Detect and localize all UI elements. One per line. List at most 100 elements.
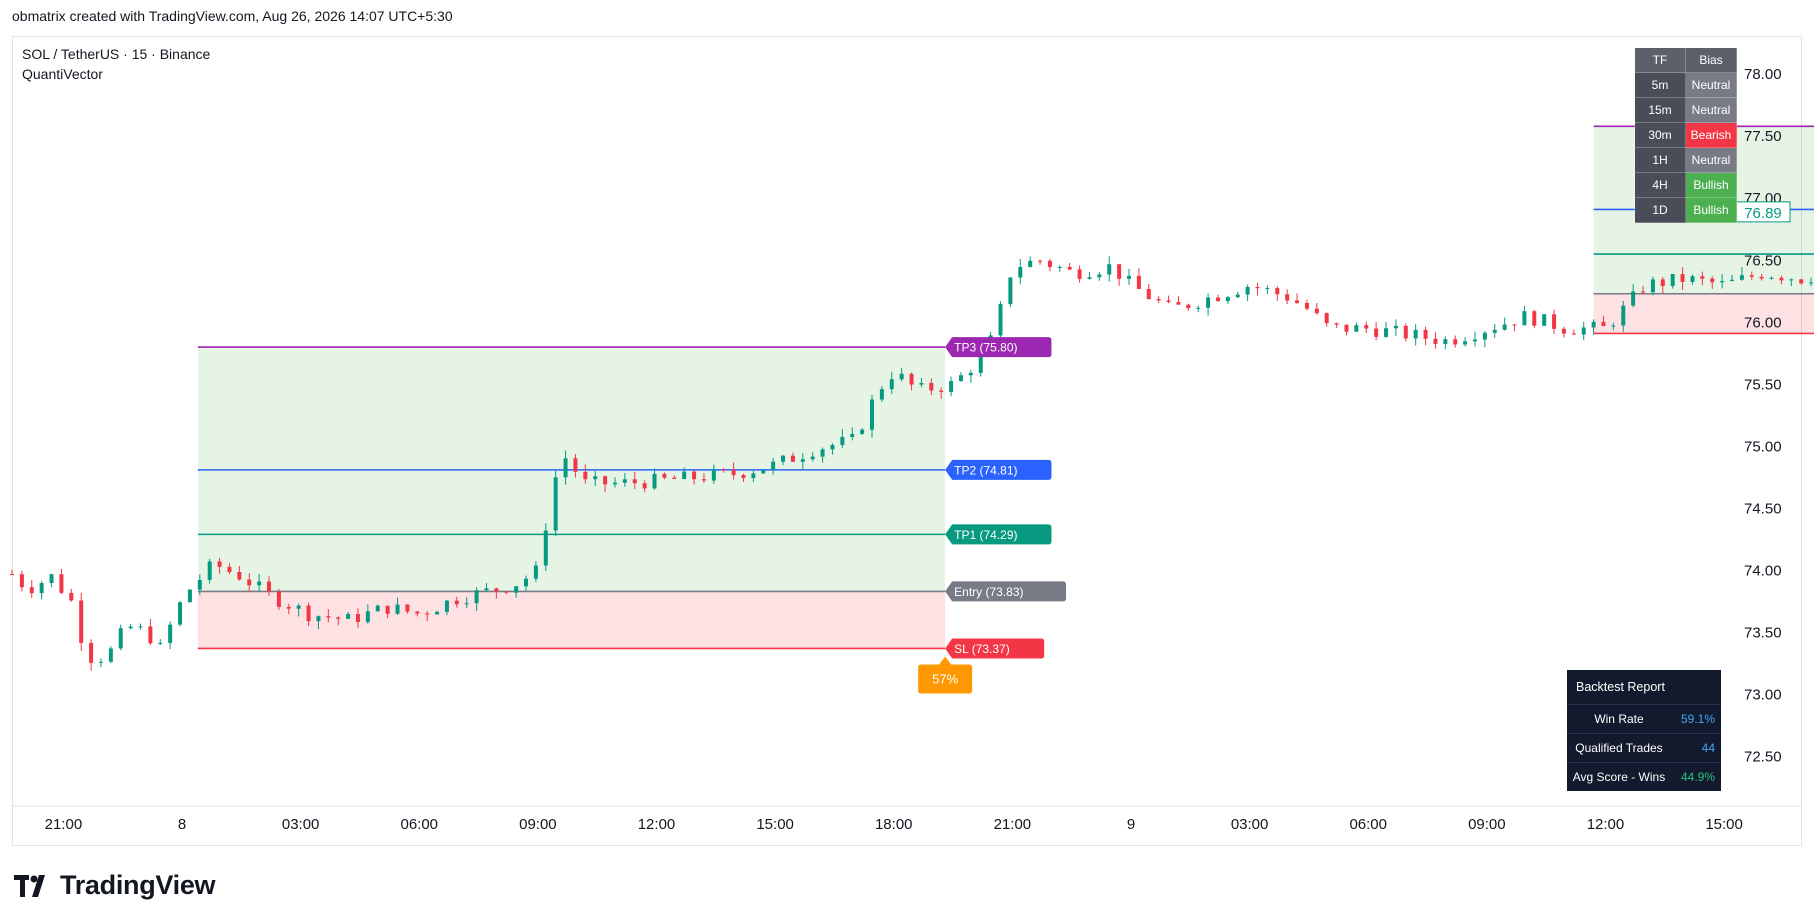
tf-cell: 4H [1634, 172, 1686, 198]
tf-cell: 1D [1634, 197, 1686, 223]
bias-cell: Neutral [1685, 97, 1737, 123]
candle [751, 470, 756, 483]
candle [1443, 336, 1448, 350]
candle [583, 464, 588, 484]
tf-cell: 1H [1634, 147, 1686, 173]
candle-body [781, 455, 786, 462]
candle [306, 602, 311, 626]
candle [1739, 267, 1744, 281]
candle-body [227, 566, 232, 572]
candle [98, 658, 103, 668]
candle [336, 616, 341, 626]
candle-body [1581, 327, 1586, 335]
backtest-label: Win Rate [1594, 712, 1644, 726]
candle [1502, 317, 1507, 331]
candle [919, 377, 924, 388]
candle-body [395, 604, 400, 614]
candle [217, 557, 222, 574]
candle [939, 387, 944, 399]
candle [1354, 322, 1359, 332]
candle-body [435, 611, 440, 615]
symbol-legend[interactable]: SOL / TetherUS · 15 · Binance [22, 46, 211, 62]
candle-body [1384, 328, 1389, 337]
candle [1749, 271, 1754, 280]
candle-body [1215, 297, 1220, 302]
candle-body [701, 479, 706, 481]
candle-body [326, 616, 331, 618]
time-tick-label: 8 [178, 816, 186, 833]
candle [1314, 303, 1319, 315]
tp3-label: TP3 (75.80) [945, 337, 1052, 358]
candle [1028, 256, 1033, 268]
candle-body [573, 458, 578, 472]
candle-body [1443, 339, 1448, 344]
candle-body [59, 574, 64, 593]
candle [474, 587, 479, 611]
candle-body [1028, 260, 1033, 267]
candle [267, 576, 272, 597]
candle-body [1601, 321, 1606, 327]
candle [1730, 274, 1734, 282]
time-tick-label: 21:00 [994, 816, 1032, 833]
candle [612, 477, 617, 488]
candle [227, 563, 232, 575]
candle-body [1710, 278, 1715, 283]
entry-label-text: Entry (73.83) [954, 585, 1023, 599]
candle-body [1107, 264, 1112, 275]
candle-body [415, 611, 420, 614]
indicator-legend[interactable]: QuantiVector [22, 66, 103, 82]
candle-body [1047, 260, 1052, 267]
candle-body [138, 626, 143, 628]
candle-body [296, 605, 301, 609]
candle-body [751, 473, 756, 479]
candle [89, 639, 94, 671]
candle-body [1423, 329, 1428, 339]
candle-body [405, 604, 410, 612]
candle [1769, 276, 1774, 280]
candle-body [632, 479, 637, 484]
candle [1334, 322, 1339, 328]
candle [1789, 278, 1794, 287]
candle [1611, 322, 1616, 331]
candle-body [939, 390, 944, 392]
tf-header: TF [1634, 47, 1686, 73]
candle-body [1720, 281, 1725, 283]
candle [1087, 272, 1092, 280]
candle-body [810, 456, 815, 460]
candle-body [682, 471, 687, 479]
candle-body [603, 476, 608, 485]
price-tick-label: 73.50 [1744, 624, 1782, 641]
candle-body [672, 477, 677, 479]
candle-body [1285, 294, 1290, 301]
candle [1591, 319, 1596, 335]
candle [860, 428, 865, 435]
candle-body [1067, 266, 1072, 270]
candle [168, 621, 173, 650]
tradingview-logo[interactable]: TradingView [14, 870, 216, 901]
candle-body [1670, 274, 1675, 286]
tradingview-logo-icon [14, 874, 45, 897]
candle [1077, 265, 1082, 283]
bias-header: Bias [1685, 47, 1737, 73]
candle-body [158, 642, 163, 644]
candle-body [1690, 276, 1695, 282]
trade-zones [197, 125, 1814, 650]
candle [1097, 271, 1102, 281]
chart-frame[interactable] [12, 36, 1802, 846]
price-tick-label: 74.00 [1744, 562, 1782, 579]
score-badge-bg [918, 656, 973, 694]
candle [1631, 284, 1636, 308]
candle [741, 473, 746, 483]
candle [1215, 294, 1220, 302]
candle [316, 615, 321, 630]
candle [128, 623, 133, 630]
candle-body [1492, 329, 1497, 333]
candle-body [187, 589, 192, 603]
candle [59, 568, 64, 595]
candle-body [909, 373, 914, 385]
loss-zone [1593, 293, 1814, 334]
price-tick-label: 75.50 [1744, 376, 1782, 393]
candle [593, 471, 598, 487]
candle [929, 378, 934, 396]
